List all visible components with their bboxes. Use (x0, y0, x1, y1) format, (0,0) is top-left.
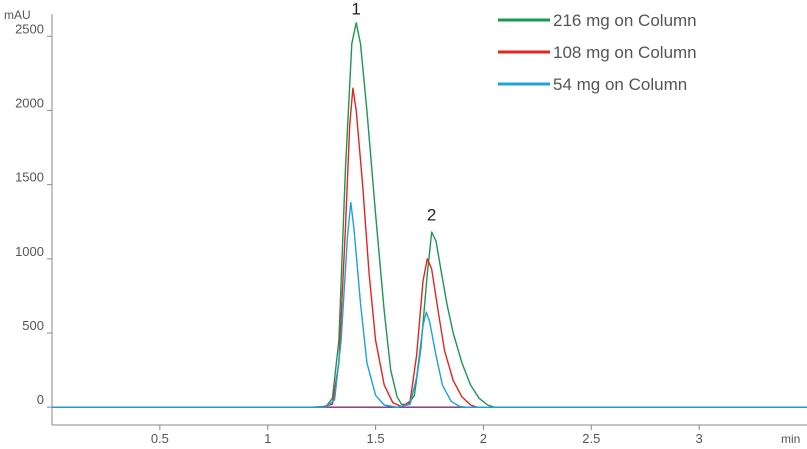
legend-label: 54 mg on Column (553, 75, 687, 94)
x-tick-label: 1 (264, 431, 271, 446)
x-tick-label: 2 (480, 431, 487, 446)
trace-54-mg (52, 201, 807, 408)
y-tick-label: 0 (37, 392, 44, 407)
y-axis-unit-label: mAU (4, 8, 31, 22)
trace-108-mg (52, 87, 807, 408)
y-tick-label: 2500 (15, 21, 44, 36)
y-tick-label: 1500 (15, 170, 44, 185)
x-tick-label: 3 (696, 431, 703, 446)
peak-label: 2 (427, 206, 436, 225)
x-axis-unit-label: min (781, 432, 800, 446)
y-tick-label: 1000 (15, 244, 44, 259)
y-tick-label: 500 (22, 318, 44, 333)
peak-labels: 12 (351, 0, 436, 225)
legend: 216 mg on Column 108 mg on Column 54 mg on… (498, 11, 697, 94)
x-tick-label: 0.5 (151, 431, 169, 446)
x-axis-ticks: 0.5 1 1.5 2 2.5 3 (151, 425, 703, 446)
x-tick-label: 1.5 (367, 431, 385, 446)
y-tick-label: 2000 (15, 95, 44, 110)
legend-label: 216 mg on Column (553, 11, 697, 30)
y-axis-ticks: 0 500 1000 1500 2000 2500 (15, 21, 52, 408)
peak-label: 1 (351, 0, 360, 18)
legend-label: 108 mg on Column (553, 43, 697, 62)
x-tick-label: 2.5 (582, 431, 600, 446)
chromatogram-traces (52, 22, 807, 408)
